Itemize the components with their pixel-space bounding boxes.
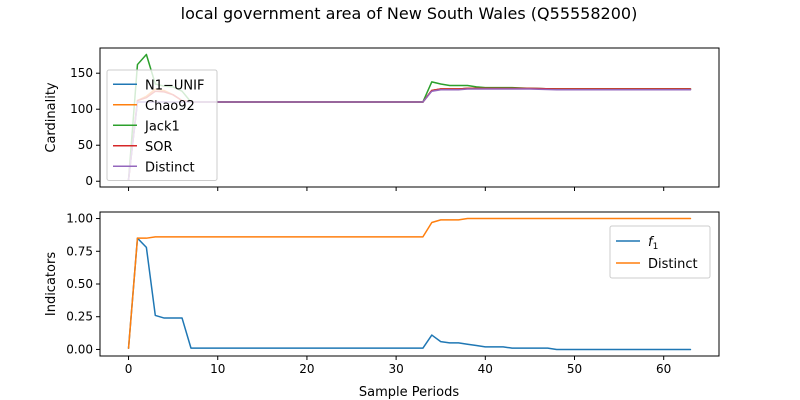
legend: N1−UNIF Chao92 Jack1 SOR Distinct: [106, 69, 218, 181]
y-tick-label: 0.25: [66, 310, 93, 324]
cardinality-panel: 0 50 100 150 Cardinality N1−UNIF Chao92 Jack1 SO…: [44, 47, 720, 191]
y-tick-label: 0.00: [66, 342, 93, 356]
axes-frame: [99, 47, 720, 188]
y-axis-label: Indicators: [44, 252, 59, 316]
legend-label-jack1: Jack1: [144, 119, 180, 134]
y-tick-label: 1.00: [66, 212, 93, 226]
figure-title: local government area of New South Wales…: [181, 4, 638, 23]
y-tick-label: 0.50: [66, 277, 93, 291]
series-line-distinct: [127, 217, 692, 349]
x-tick-label: 30: [388, 362, 403, 376]
legend-box: [609, 225, 711, 279]
x-tick-label: 40: [478, 362, 493, 376]
y-tick-label: 50: [78, 138, 93, 152]
legend-label-f1: f1: [648, 235, 658, 252]
legend-label-distinct: Distinct: [648, 257, 698, 272]
legend-label-distinct: Distinct: [145, 160, 195, 175]
series-group: [127, 217, 692, 351]
x-tick-label: 0: [125, 362, 133, 376]
y-tick-label: 0: [85, 174, 93, 188]
x-tick-label: 60: [656, 362, 671, 376]
legend-label-sor: SOR: [145, 140, 173, 155]
x-tick-label: 20: [299, 362, 314, 376]
legend-label-chao92: Chao92: [145, 99, 195, 114]
y-tick-label: 0.75: [66, 244, 93, 258]
indicators-panel: 0 10 20 30 40 50 60 0.00 0.25 0.50 0.75 1.00 Indicat…: [44, 211, 720, 376]
series-line-f1: [127, 237, 692, 351]
legend: f1 Distinct: [609, 225, 711, 279]
x-tick-label: 10: [210, 362, 225, 376]
x-axis-label: Sample Periods: [359, 385, 459, 400]
x-tick-label: 50: [567, 362, 582, 376]
legend-box: [106, 69, 218, 181]
y-axis-label: Cardinality: [44, 82, 59, 153]
y-tick-label: 100: [70, 102, 93, 116]
y-tick-label: 150: [70, 66, 93, 80]
legend-label-n1-unif: N1−UNIF: [145, 78, 204, 93]
